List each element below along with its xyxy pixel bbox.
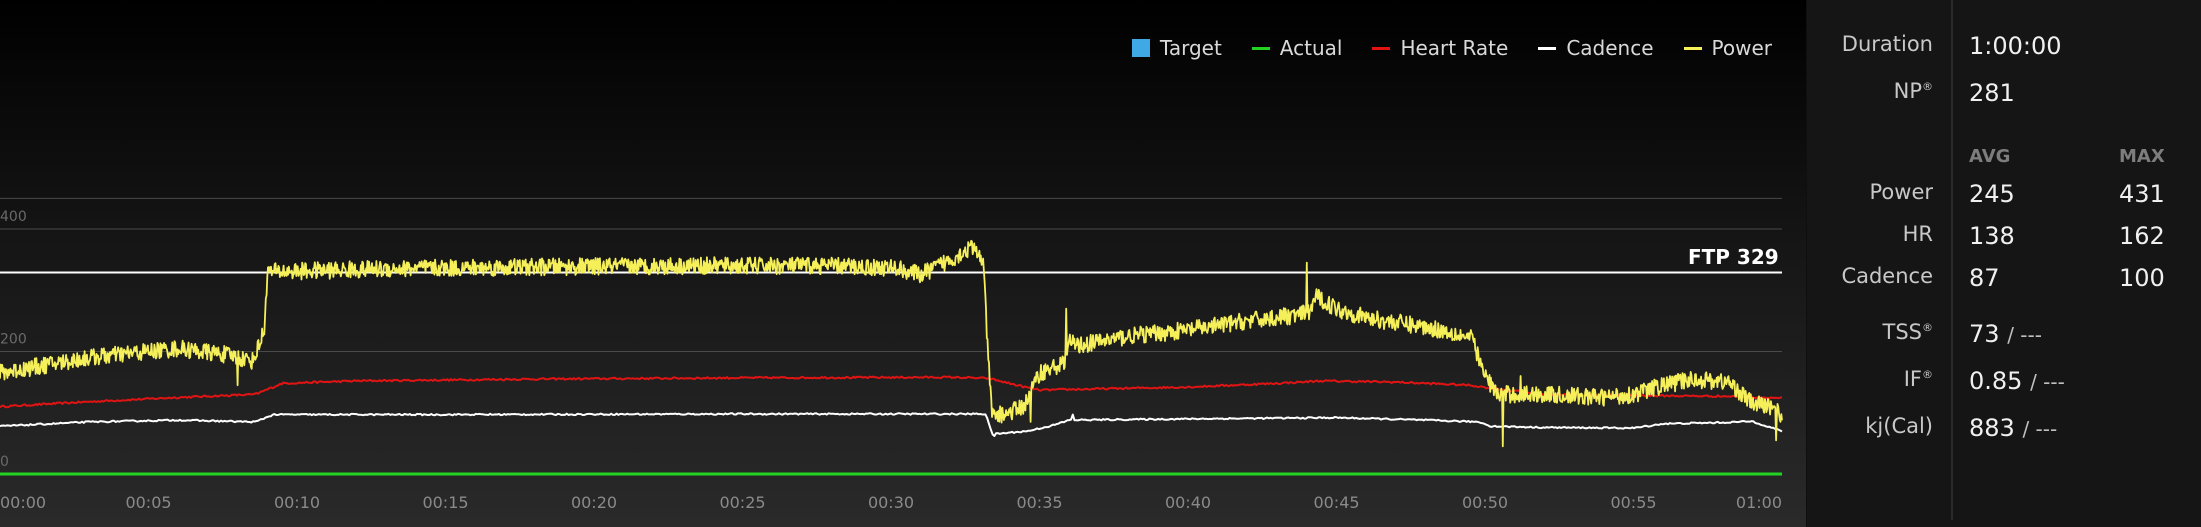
tss-label-text: TSS xyxy=(1882,320,1923,344)
panel-divider xyxy=(1806,0,1807,527)
legend-item-target[interactable]: Target xyxy=(1131,36,1222,60)
legend-label-cadence: Cadence xyxy=(1566,36,1654,60)
tss-registered-mark: ® xyxy=(1922,321,1933,334)
hr-max: 162 xyxy=(2119,222,2165,250)
series-line-cadence xyxy=(0,412,1783,437)
legend-label-target: Target xyxy=(1159,36,1222,60)
np-value: 281 xyxy=(1969,79,2015,107)
if-registered-mark: ® xyxy=(1922,368,1933,381)
np-label: NP® xyxy=(1894,79,1933,103)
y-tick-label-400: 400 xyxy=(0,209,27,225)
x-tick-label-00:05: 00:05 xyxy=(125,493,171,512)
legend-swatch-power xyxy=(1683,46,1702,50)
ftp-label: FTP 329 xyxy=(1688,245,1779,269)
legend-item-heart-rate[interactable]: Heart Rate xyxy=(1372,36,1508,60)
legend-swatch-target xyxy=(1131,39,1150,57)
y-tick-label-0: 0 xyxy=(0,454,9,470)
hr-avg: 138 xyxy=(1969,222,2015,250)
legend-label-power: Power xyxy=(1711,36,1772,60)
x-tick-label-00:55: 00:55 xyxy=(1610,493,1656,512)
kj-number: 883 xyxy=(1969,414,2015,442)
kj-label: kj(Cal) xyxy=(1865,414,1933,438)
if-label-text: IF xyxy=(1903,367,1922,391)
legend-swatch-cadence xyxy=(1538,46,1557,50)
kj-suffix: / --- xyxy=(2022,417,2058,441)
workout-chart: 0 200 400 00:00 00:05 00:10 00:15 00:20 00:25 00:… xyxy=(0,0,1806,527)
duration-label: Duration xyxy=(1841,32,1933,56)
y-tick-label-200: 200 xyxy=(0,332,27,348)
if-value: 0.85 / --- xyxy=(1969,367,2065,395)
cadence-avg: 87 xyxy=(1969,264,2000,292)
duration-value: 1:00:00 xyxy=(1969,32,2062,60)
x-tick-label-00:15: 00:15 xyxy=(422,493,468,512)
x-tick-label-00:40: 00:40 xyxy=(1165,493,1211,512)
x-tick-label-00:50: 00:50 xyxy=(1462,493,1508,512)
x-tick-label-00:20: 00:20 xyxy=(571,493,617,512)
kj-value: 883 / --- xyxy=(1969,414,2057,442)
x-tick-label-00:25: 00:25 xyxy=(719,493,765,512)
legend-item-cadence[interactable]: Cadence xyxy=(1538,36,1654,60)
tss-number: 73 xyxy=(1969,320,2000,348)
legend-label-heart-rate: Heart Rate xyxy=(1400,36,1509,60)
x-tick-label-01:00: 01:00 xyxy=(1736,493,1782,512)
legend-swatch-heart-rate xyxy=(1372,46,1391,50)
x-tick-label-00:00: 00:00 xyxy=(0,493,46,512)
if-label: IF® xyxy=(1904,367,1933,391)
x-tick-label-00:30: 00:30 xyxy=(868,493,914,512)
power-avg: 245 xyxy=(1969,180,2015,208)
x-tick-label-00:10: 00:10 xyxy=(274,493,320,512)
series-line-heart-rate xyxy=(0,375,1783,409)
power-max: 431 xyxy=(2119,180,2165,208)
cadence-max: 100 xyxy=(2119,264,2165,292)
max-header: MAX xyxy=(2119,146,2165,167)
power-label: Power xyxy=(1869,180,1934,204)
tss-suffix: / --- xyxy=(2007,323,2042,347)
legend-swatch-actual xyxy=(1251,46,1270,50)
if-number: 0.85 xyxy=(1969,367,2023,395)
np-registered-mark: ® xyxy=(1922,80,1933,93)
stats-panel xyxy=(1807,0,2201,527)
avg-header: AVG xyxy=(1969,146,2011,167)
tss-label: TSS® xyxy=(1883,320,1934,344)
stats-separator xyxy=(1951,0,1953,520)
series-line-power xyxy=(0,239,1783,448)
tss-value: 73 / --- xyxy=(1969,320,2042,348)
np-label-text: NP xyxy=(1893,79,1922,103)
legend-item-power[interactable]: Power xyxy=(1683,36,1772,60)
if-suffix: / --- xyxy=(2030,370,2065,394)
hr-label: HR xyxy=(1902,222,1933,246)
legend-item-actual[interactable]: Actual xyxy=(1251,36,1343,60)
x-tick-label-00:45: 00:45 xyxy=(1313,493,1359,512)
chart-svg: 0 200 400 00:00 00:05 00:10 00:15 00:20 00:25 00:… xyxy=(0,197,1783,512)
cadence-label: Cadence xyxy=(1841,264,1933,288)
legend-label-actual: Actual xyxy=(1279,36,1343,60)
x-tick-label-00:35: 00:35 xyxy=(1016,493,1062,512)
chart-legend: Target Actual Heart Rate Cadence Power xyxy=(1102,36,1772,60)
